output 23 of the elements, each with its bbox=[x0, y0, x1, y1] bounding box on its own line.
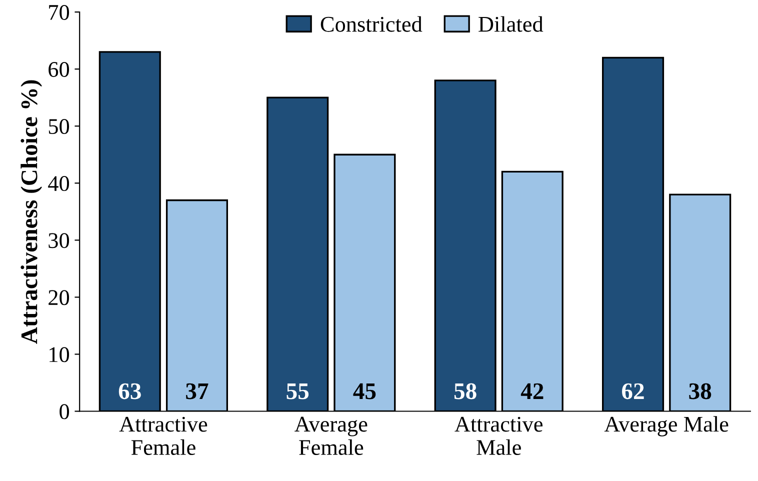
y-tick-label: 30 bbox=[48, 233, 70, 248]
x-tick-label: Attractive Female bbox=[119, 416, 208, 455]
data-label: 38 bbox=[689, 383, 712, 400]
data-label: 62 bbox=[622, 383, 644, 400]
y-tick-label: 0 bbox=[60, 404, 70, 420]
data-label: 37 bbox=[186, 383, 208, 400]
legend-label: Constricted bbox=[320, 16, 422, 32]
data-label: 63 bbox=[118, 383, 141, 400]
y-tick-label: 20 bbox=[48, 290, 70, 306]
legend-label: Dilated bbox=[478, 16, 544, 32]
y-tick-label: 60 bbox=[48, 62, 70, 77]
data-label: 42 bbox=[520, 383, 544, 399]
data-label: 55 bbox=[286, 384, 309, 400]
y-tick-label: 10 bbox=[50, 347, 70, 362]
x-tick-label: Average Male bbox=[604, 416, 728, 436]
y-tick-label: 70 bbox=[49, 4, 70, 20]
y-tick-label: 40 bbox=[48, 176, 70, 192]
data-label: 58 bbox=[454, 383, 476, 400]
y-tick-label: 50 bbox=[48, 119, 70, 134]
x-tick-label: Attractive Male bbox=[454, 416, 543, 455]
x-tick-label: Average Female bbox=[294, 416, 368, 455]
data-label: 45 bbox=[353, 383, 376, 400]
y-axis-title: Attractiveness (Choice %) bbox=[20, 80, 42, 344]
